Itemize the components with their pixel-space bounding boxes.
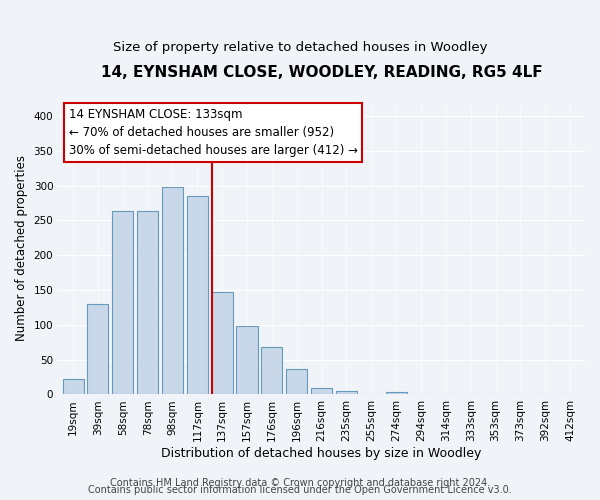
Bar — [187, 196, 208, 394]
Bar — [212, 292, 233, 394]
Bar — [162, 187, 183, 394]
Text: Contains public sector information licensed under the Open Government Licence v3: Contains public sector information licen… — [88, 485, 512, 495]
Y-axis label: Number of detached properties: Number of detached properties — [15, 155, 28, 341]
Bar — [336, 391, 357, 394]
Bar — [112, 212, 133, 394]
Bar — [386, 392, 407, 394]
Bar — [88, 304, 109, 394]
Bar — [236, 326, 257, 394]
Bar — [262, 347, 283, 395]
Text: Contains HM Land Registry data © Crown copyright and database right 2024.: Contains HM Land Registry data © Crown c… — [110, 478, 490, 488]
Bar — [137, 212, 158, 394]
Text: Size of property relative to detached houses in Woodley: Size of property relative to detached ho… — [113, 41, 487, 54]
X-axis label: Distribution of detached houses by size in Woodley: Distribution of detached houses by size … — [161, 447, 482, 460]
Bar — [311, 388, 332, 394]
Title: 14, EYNSHAM CLOSE, WOODLEY, READING, RG5 4LF: 14, EYNSHAM CLOSE, WOODLEY, READING, RG5… — [101, 65, 542, 80]
Bar — [62, 379, 83, 394]
Text: 14 EYNSHAM CLOSE: 133sqm
← 70% of detached houses are smaller (952)
30% of semi-: 14 EYNSHAM CLOSE: 133sqm ← 70% of detach… — [69, 108, 358, 157]
Bar — [286, 368, 307, 394]
